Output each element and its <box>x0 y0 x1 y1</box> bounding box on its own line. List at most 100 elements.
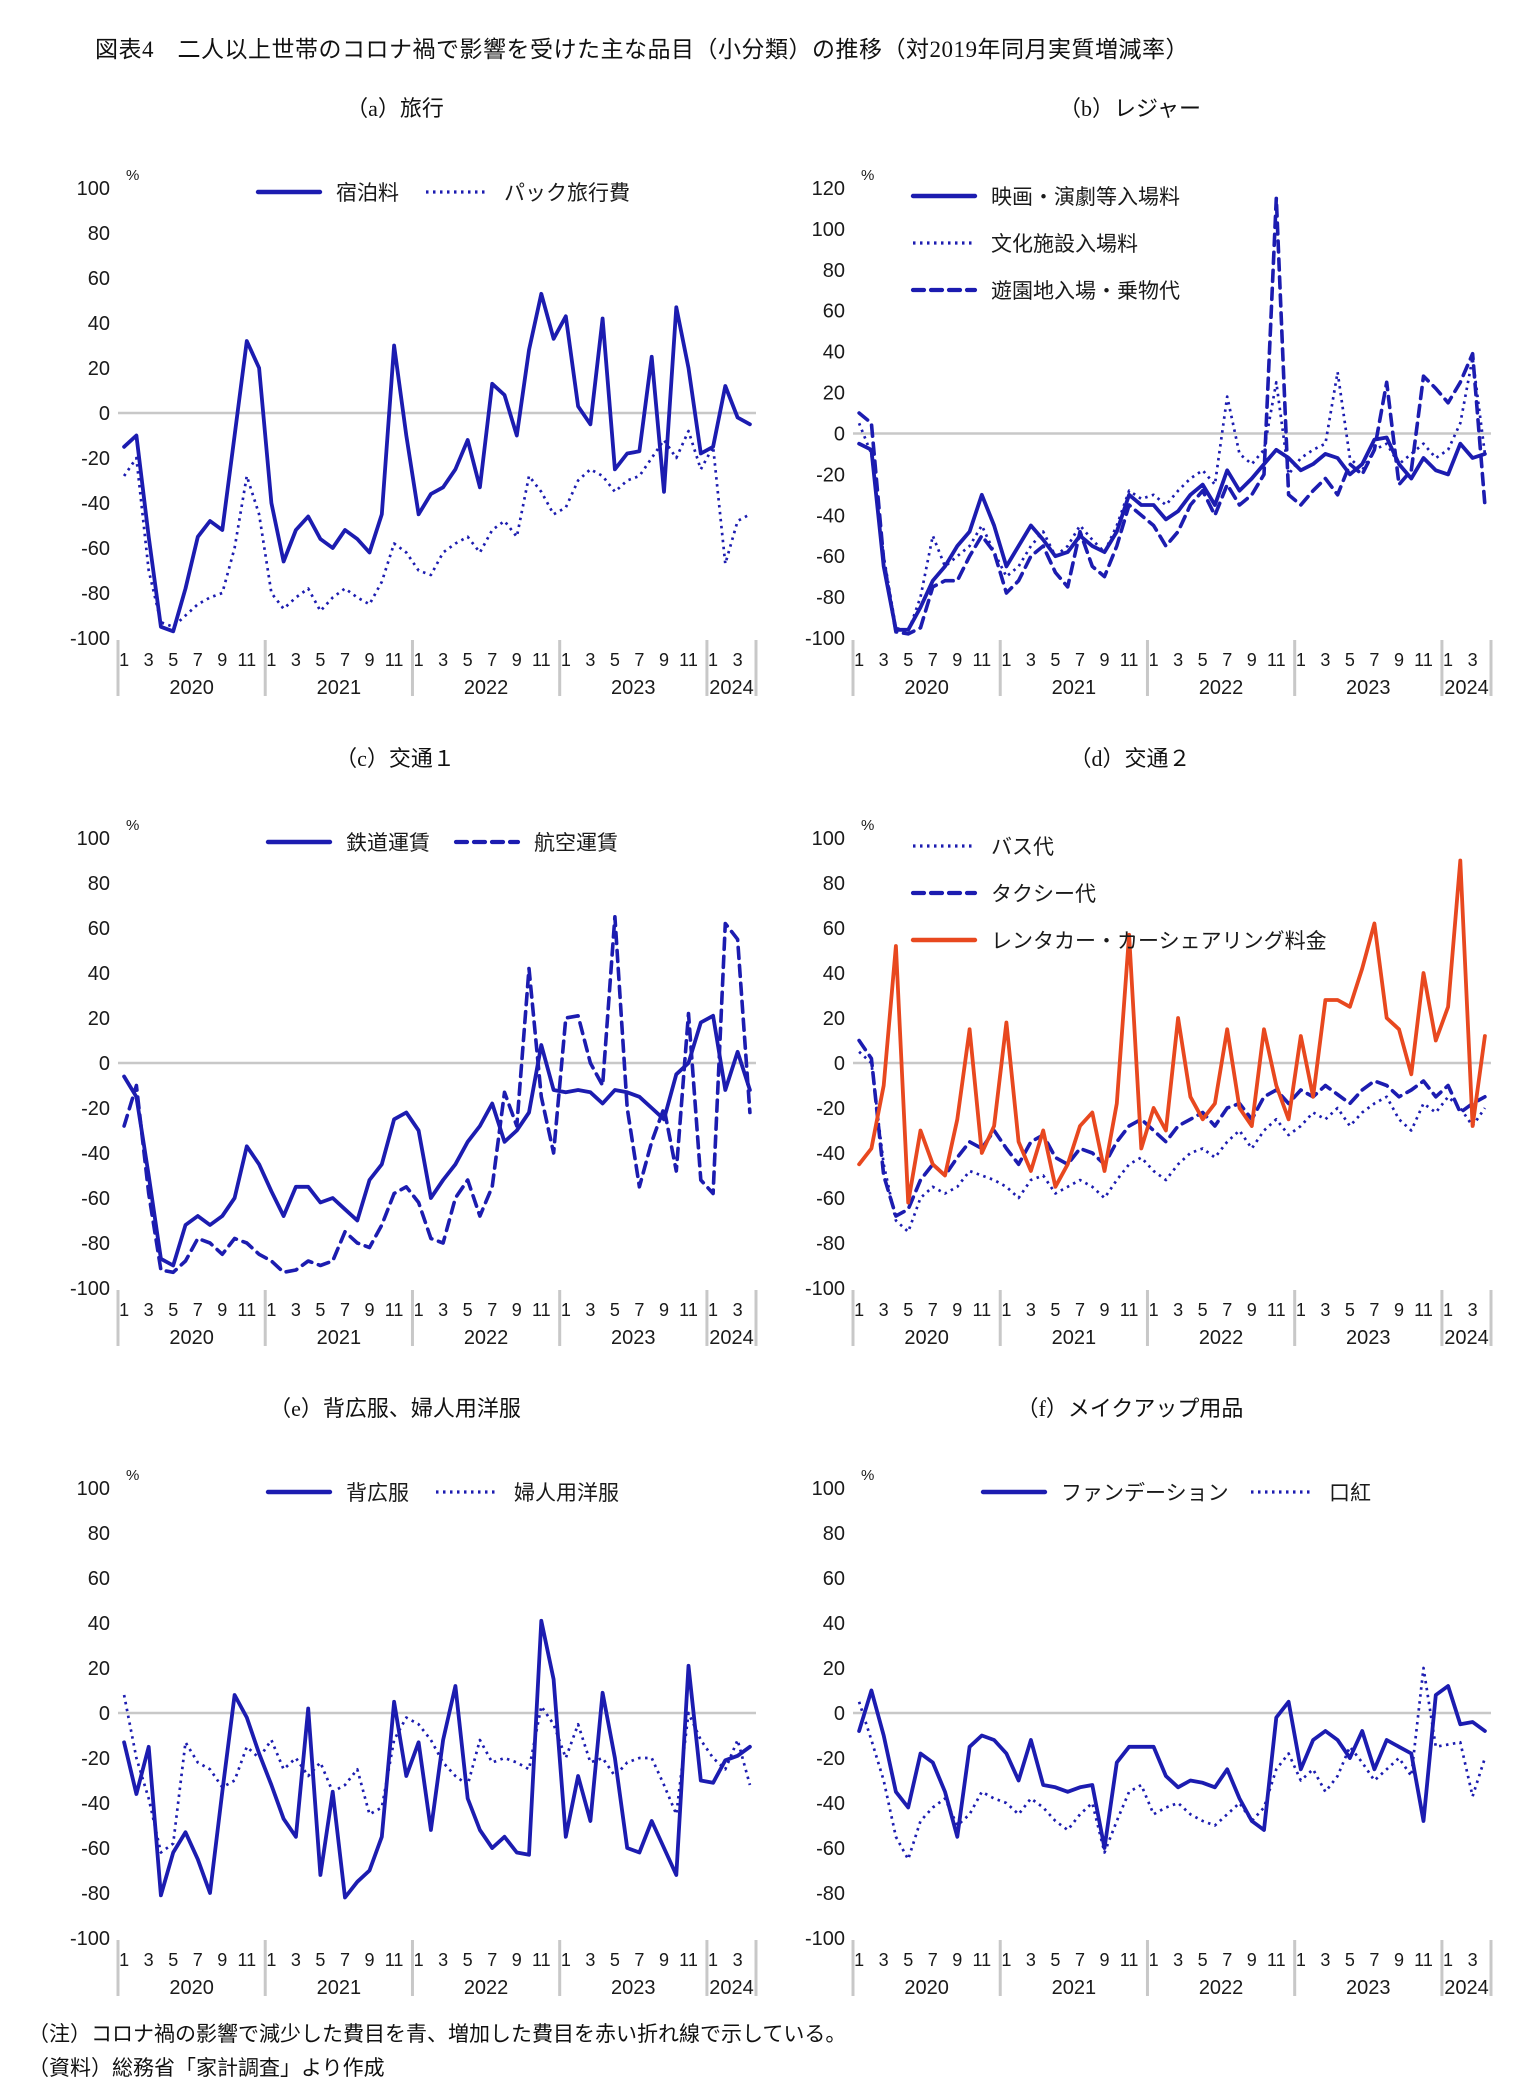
x-tick-label: 5 <box>903 1300 913 1320</box>
x-tick-label: 9 <box>659 1950 669 1970</box>
x-tick-label: 7 <box>1369 1300 1379 1320</box>
x-tick-label: 5 <box>1198 1300 1208 1320</box>
panel-title-e: （e）背広服、婦人用洋服 <box>269 1396 521 1421</box>
y-tick-label: 0 <box>834 1703 845 1725</box>
x-tick-label: 11 <box>1414 1300 1433 1320</box>
x-tick-label: 7 <box>487 1300 497 1320</box>
x-tick-label: 5 <box>315 650 325 670</box>
x-tick-label: 7 <box>928 650 938 670</box>
source-text: （資料）総務省「家計調査」より作成 <box>28 2056 385 2080</box>
x-tick-label: 9 <box>1394 1300 1404 1320</box>
y-tick-label: 20 <box>823 383 845 405</box>
y-tick-label: 60 <box>823 1568 845 1590</box>
x-tick-label: 7 <box>1222 1300 1232 1320</box>
x-tick-label: 5 <box>168 1950 178 1970</box>
x-tick-label: 3 <box>733 650 743 670</box>
y-tick-label: -20 <box>81 1098 110 1120</box>
x-tick-label: 11 <box>1120 1950 1139 1970</box>
x-tick-label: 9 <box>952 1950 962 1970</box>
y-tick-label: 100 <box>77 178 110 200</box>
y-tick-label: 40 <box>88 1613 110 1635</box>
x-tick-label: 9 <box>1100 1950 1110 1970</box>
x-tick-label: 5 <box>610 1950 620 1970</box>
x-tick-label: 1 <box>1001 650 1011 670</box>
y-tick-label: 80 <box>88 1523 110 1545</box>
x-tick-label: 11 <box>1267 1950 1286 1970</box>
x-tick-label: 9 <box>1247 1300 1257 1320</box>
series-line-dotted <box>858 1050 1487 1234</box>
x-year-label: 2021 <box>317 1977 362 1999</box>
x-tick-label: 1 <box>266 650 276 670</box>
x-year-label: 2020 <box>169 1977 214 1999</box>
y-tick-label: 40 <box>823 1613 845 1635</box>
x-tick-label: 3 <box>733 1300 743 1320</box>
y-tick-label: 20 <box>88 358 110 380</box>
x-year-label: 2023 <box>1346 677 1391 699</box>
x-tick-label: 7 <box>928 1300 938 1320</box>
x-year-label: 2022 <box>464 1977 509 1999</box>
x-tick-label: 9 <box>512 1300 522 1320</box>
x-tick-label: 9 <box>512 1950 522 1970</box>
x-tick-label: 5 <box>463 650 473 670</box>
x-year-label: 2022 <box>1199 677 1244 699</box>
y-tick-label: -20 <box>816 1748 845 1770</box>
x-tick-label: 5 <box>1345 1950 1355 1970</box>
x-year-label: 2024 <box>709 677 754 699</box>
legend-label: 航空運賃 <box>534 832 618 855</box>
x-tick-label: 11 <box>1414 1950 1433 1970</box>
x-tick-label: 1 <box>414 1300 424 1320</box>
y-tick-label: 100 <box>77 828 110 850</box>
x-tick-label: 3 <box>144 650 154 670</box>
y-axis-unit: % <box>861 817 874 834</box>
x-tick-label: 1 <box>561 1300 571 1320</box>
legend-label: 宿泊料 <box>336 182 399 205</box>
x-tick-label: 1 <box>1296 1300 1306 1320</box>
x-tick-label: 9 <box>365 1300 375 1320</box>
x-tick-label: 3 <box>585 650 595 670</box>
x-tick-label: 1 <box>1443 650 1453 670</box>
x-tick-label: 7 <box>634 1300 644 1320</box>
x-tick-label: 7 <box>1222 650 1232 670</box>
x-tick-label: 7 <box>340 1950 350 1970</box>
x-tick-label: 5 <box>1198 650 1208 670</box>
x-tick-label: 11 <box>1414 650 1433 670</box>
y-axis-unit: % <box>126 1467 139 1484</box>
x-tick-label: 5 <box>903 650 913 670</box>
x-tick-label: 11 <box>1267 1300 1286 1320</box>
x-tick-label: 11 <box>679 1950 698 1970</box>
x-year-label: 2020 <box>904 677 949 699</box>
y-tick-label: -40 <box>81 1793 110 1815</box>
x-tick-label: 5 <box>610 650 620 670</box>
y-tick-label: 80 <box>88 873 110 895</box>
x-tick-label: 1 <box>414 650 424 670</box>
x-year-label: 2022 <box>1199 1327 1244 1349</box>
x-year-label: 2020 <box>169 1327 214 1349</box>
panel-makeup: （f）メイクアップ用品 100 80 60 40 20 0 -20 -40 -60 -80 -100… <box>765 1388 1495 2018</box>
y-tick-label: 100 <box>812 828 845 850</box>
y-tick-label: -40 <box>81 1143 110 1165</box>
y-tick-label: 80 <box>823 1523 845 1545</box>
x-tick-label: 1 <box>1443 1300 1453 1320</box>
x-tick-label: 7 <box>487 1950 497 1970</box>
x-tick-label: 7 <box>928 1950 938 1970</box>
panel-title-d: （d）交通２ <box>1069 746 1191 771</box>
x-tick-label: 5 <box>1050 1950 1060 1970</box>
y-tick-label: -40 <box>81 493 110 515</box>
x-tick-label: 11 <box>679 1300 698 1320</box>
y-tick-label: 60 <box>88 918 110 940</box>
x-tick-label: 9 <box>952 1300 962 1320</box>
y-tick-label: -100 <box>70 628 110 650</box>
legend-label: タクシー代 <box>991 883 1096 906</box>
x-tick-label: 7 <box>634 650 644 670</box>
x-tick-label: 3 <box>144 1950 154 1970</box>
x-tick-label: 5 <box>1198 1950 1208 1970</box>
y-tick-label: -60 <box>81 1838 110 1860</box>
x-tick-label: 1 <box>708 1950 718 1970</box>
x-tick-label: 7 <box>1222 1950 1232 1970</box>
x-tick-label: 3 <box>1468 1950 1478 1970</box>
y-tick-label: -100 <box>805 1928 845 1950</box>
series-line-solid <box>122 291 752 634</box>
series-line-solid <box>857 1684 1487 1850</box>
